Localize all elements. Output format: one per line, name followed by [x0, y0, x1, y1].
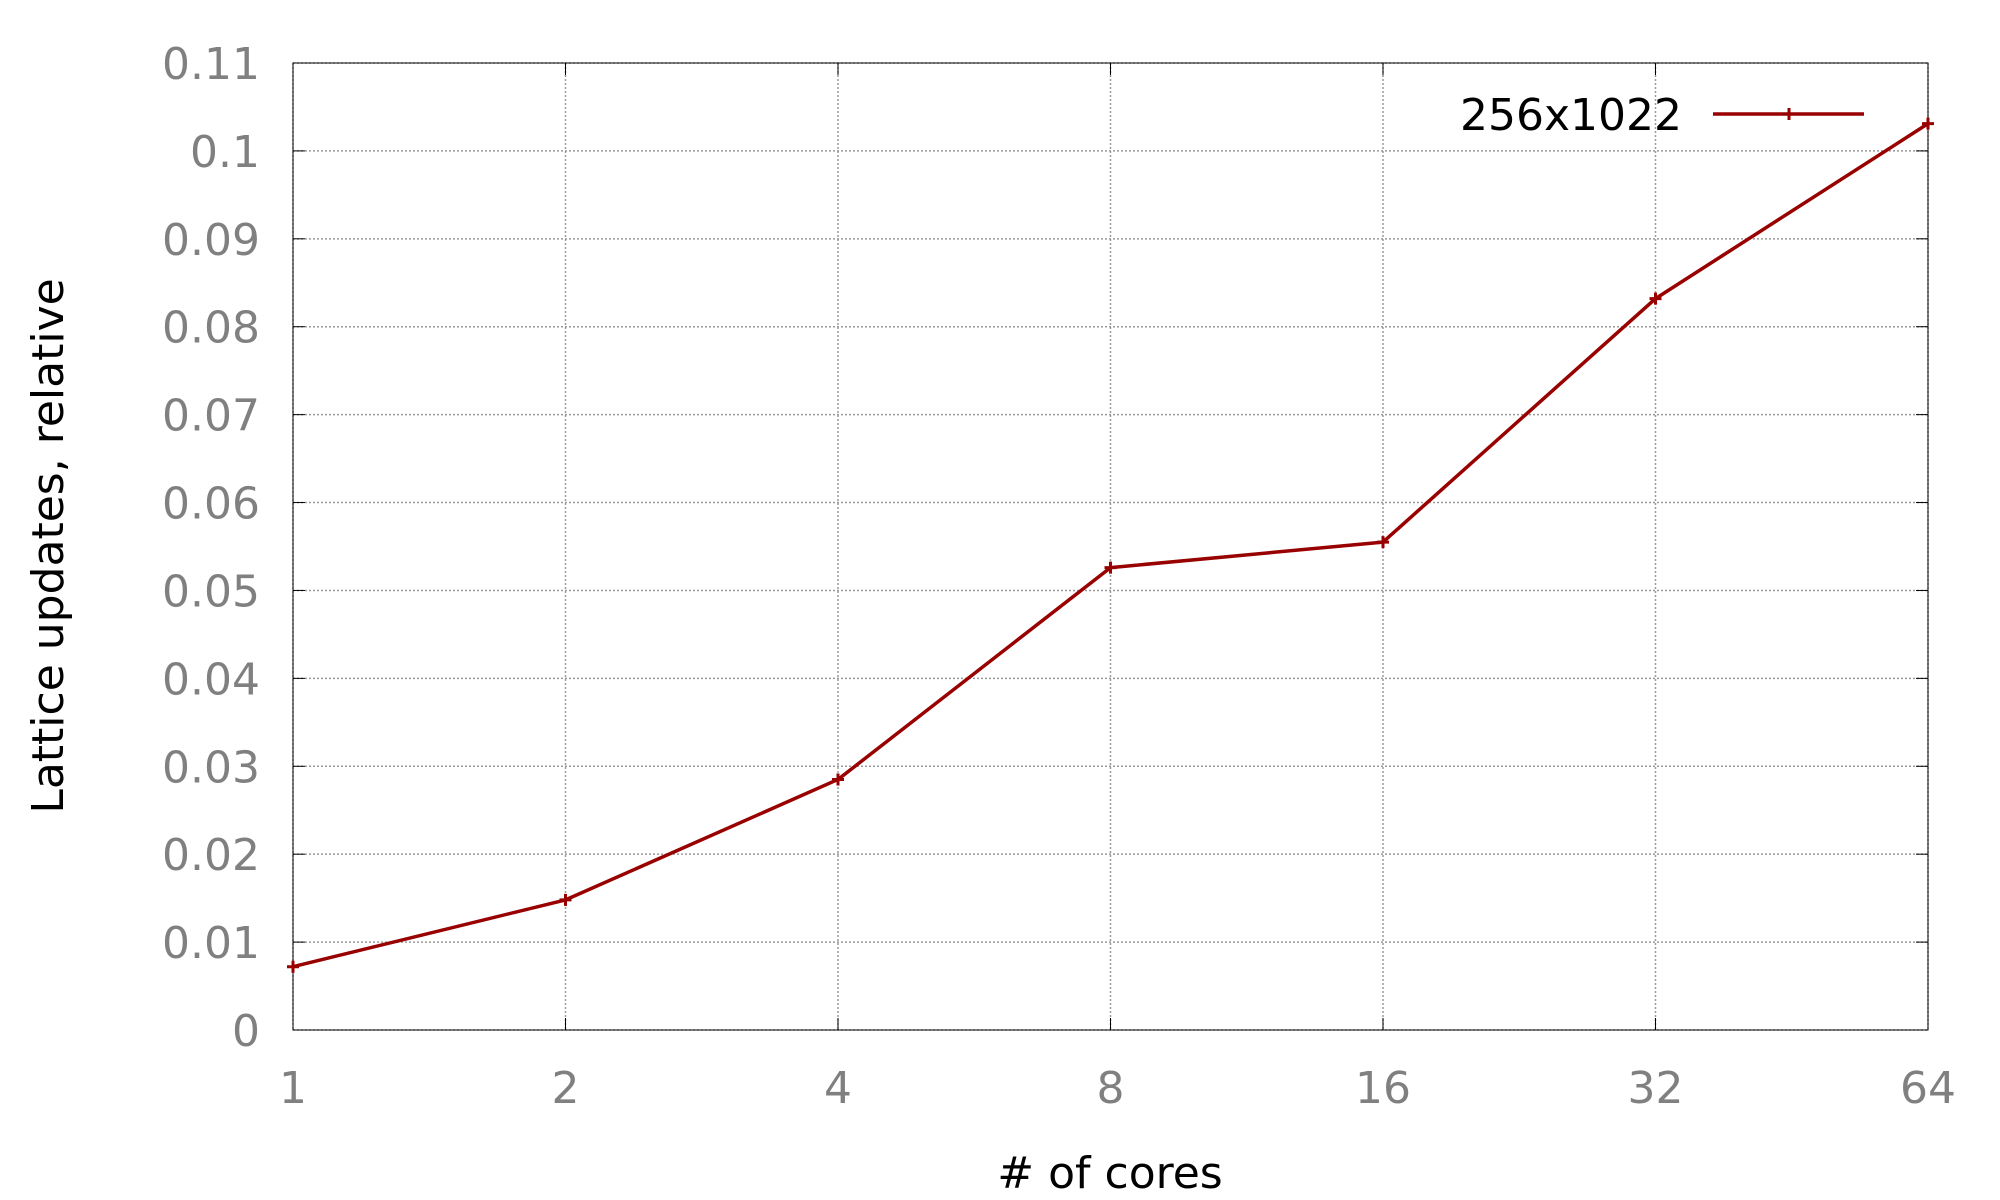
- y-tick-label: 0.11: [162, 39, 260, 90]
- y-tick-label: 0.06: [162, 479, 260, 530]
- x-tick-label: 64: [1900, 1063, 1956, 1114]
- x-axis-title: # of cores: [997, 1148, 1222, 1199]
- x-tick-label: 2: [552, 1063, 580, 1114]
- y-tick-label: 0.09: [162, 215, 260, 266]
- data-point: [1649, 292, 1662, 305]
- y-tick-label: 0.1: [190, 127, 260, 178]
- legend-entry-marker: [1783, 108, 1795, 120]
- x-tick-label: 1: [279, 1063, 307, 1114]
- legend-entry-label: 256x1022: [1460, 90, 1682, 141]
- x-tick-label: 16: [1355, 1063, 1411, 1114]
- y-axis-tick-labels: 0 0.01 0.02 0.03 0.04 0.05 0.06 0.07 0.08 0.09 0.1…: [162, 39, 260, 1057]
- x-tick-label: 32: [1628, 1063, 1684, 1114]
- y-tick-label: 0.08: [162, 303, 260, 354]
- data-point: [1104, 561, 1117, 574]
- y-tick-label: 0.02: [162, 830, 260, 881]
- data-point: [1377, 536, 1389, 549]
- x-tick-label: 4: [824, 1063, 852, 1114]
- grid-lines: [292, 62, 1929, 1031]
- y-axis-title: Lattice updates, relative: [23, 278, 74, 813]
- axis-ticks: [292, 62, 1929, 1031]
- y-tick-label: 0.07: [162, 391, 260, 442]
- y-tick-label: 0.05: [162, 566, 260, 617]
- data-point: [559, 893, 572, 906]
- y-tick-label: 0.01: [162, 918, 260, 969]
- data-point: [832, 773, 844, 786]
- y-tick-label: 0.04: [162, 654, 260, 705]
- data-point: [1922, 117, 1934, 130]
- y-tick-label: 0.03: [162, 742, 260, 793]
- data-series: [287, 117, 1934, 973]
- data-point: [287, 960, 299, 973]
- x-tick-label: 8: [1097, 1063, 1125, 1114]
- x-axis-tick-labels: 1 2 4 8 16 32 64: [279, 1063, 1956, 1114]
- y-tick-label: 0: [232, 1006, 260, 1057]
- legend: 256x1022: [1460, 90, 1864, 141]
